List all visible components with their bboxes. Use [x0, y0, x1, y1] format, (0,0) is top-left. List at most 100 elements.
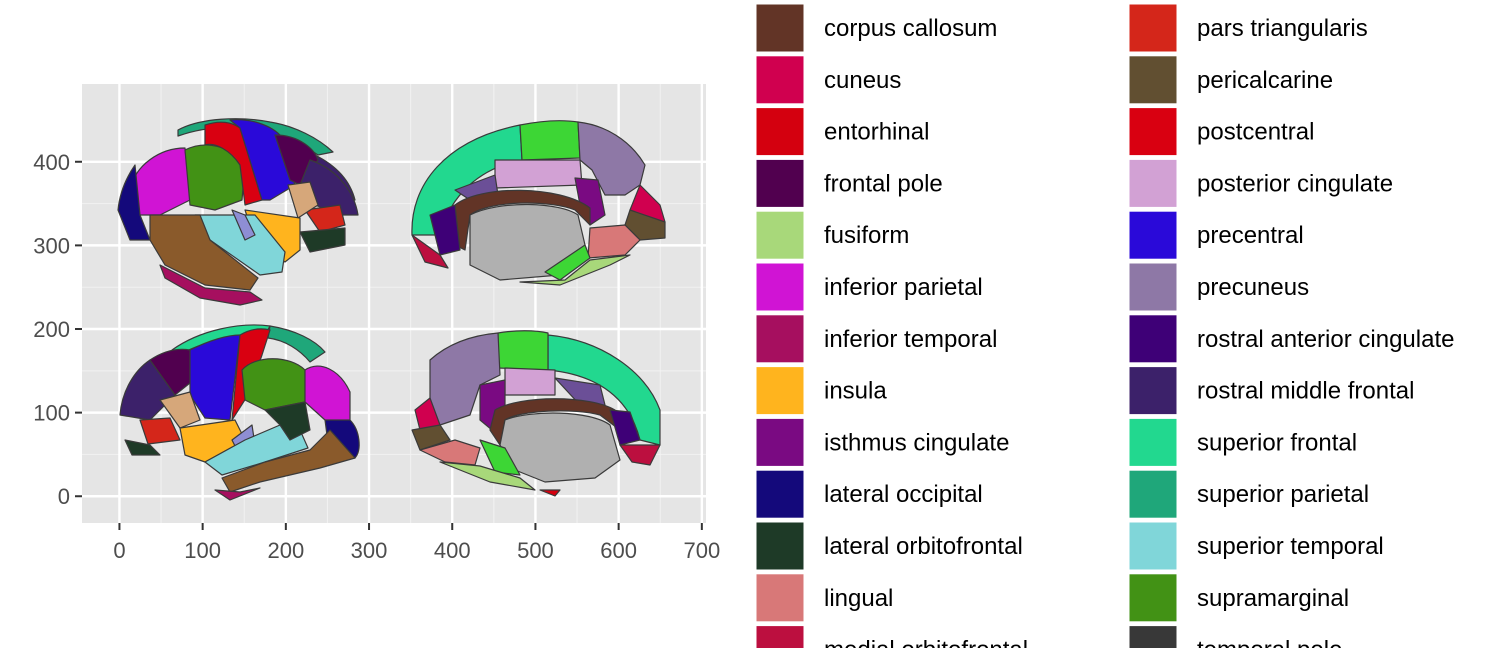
legend-key	[1128, 573, 1178, 623]
legend-key	[755, 55, 805, 105]
legend-key	[1128, 366, 1178, 416]
legend-label: lateral occipital	[824, 481, 983, 508]
region-supramarginal-bottom	[241, 358, 306, 411]
legend-item: superior parietal	[1128, 469, 1369, 519]
region-lateral-orbitofrontal	[299, 227, 346, 253]
region-parahippocampal-bottom	[479, 439, 521, 476]
legend-label: inferior temporal	[824, 326, 997, 353]
region-corpus-callosum-bottom	[489, 398, 621, 446]
region-inferior-temporal-top	[159, 264, 263, 306]
y-tick-label: 300	[33, 233, 70, 258]
x-tick-label: 300	[351, 538, 388, 563]
legend-key	[1128, 55, 1178, 105]
legend-label: superior parietal	[1197, 481, 1369, 508]
axis-ticks: 0 100 200 300 400 500 600 700 0 100 200 300 400	[33, 150, 720, 563]
legend-item: lingual	[755, 573, 893, 623]
legend-item: rostral anterior cingulate	[1128, 314, 1454, 364]
legend-key	[755, 158, 805, 208]
y-tick-label: 0	[58, 484, 70, 509]
legend-label: rostral middle frontal	[1197, 378, 1414, 405]
region-superior-parietal-bottom	[267, 325, 326, 363]
legend-key	[1128, 469, 1178, 519]
legend-label: temporal pole	[1197, 637, 1342, 648]
legend-item: inferior parietal	[755, 262, 983, 312]
legend-key	[1128, 3, 1178, 53]
legend-key	[1128, 417, 1178, 467]
brain-lateral-top	[117, 118, 359, 306]
legend-label: superior temporal	[1197, 533, 1384, 560]
legend-item: pars triangularis	[1128, 3, 1368, 53]
legend-item: insula	[755, 366, 887, 416]
legend-label: lateral orbitofrontal	[824, 533, 1023, 560]
legend-label: pars triangularis	[1197, 15, 1368, 42]
region-posterior-cingulate-bottom	[504, 367, 556, 396]
x-tick-label: 700	[683, 538, 720, 563]
region-fusiform-bottom	[439, 461, 536, 491]
legend-item: supramarginal	[1128, 573, 1349, 623]
brain-lateral-bottom	[119, 324, 360, 501]
region-middle-temporal	[149, 214, 259, 291]
legend-label: insula	[824, 378, 887, 405]
brain-medial-top	[411, 120, 666, 286]
region-paracentral-top	[519, 120, 581, 161]
legend-label: inferior parietal	[824, 274, 983, 301]
y-tick-label: 100	[33, 401, 70, 426]
legend-item: lateral occipital	[755, 469, 983, 519]
legend: corpus callosum cuneus entorhinal frontal p…	[755, 3, 1454, 648]
region-lingual-bottom	[419, 439, 481, 466]
region-posterior-cingulate-top	[494, 159, 583, 189]
legend-item: superior frontal	[1128, 417, 1357, 467]
legend-item: fusiform	[755, 210, 909, 260]
region-unknown-medial-bottom	[499, 412, 621, 483]
legend-key	[755, 625, 805, 648]
legend-label: isthmus cingulate	[824, 429, 1009, 456]
region-rostral-anterior-cingulate-top	[429, 204, 461, 256]
legend-key	[755, 262, 805, 312]
legend-item: posterior cingulate	[1128, 158, 1393, 208]
legend-item: precentral	[1128, 210, 1304, 260]
legend-key	[755, 210, 805, 260]
legend-label: medial orbitofrontal	[824, 637, 1028, 648]
region-pars-opercularis-bottom	[159, 391, 201, 429]
region-pars-triangularis-bottom	[139, 417, 181, 445]
region-corpus-callosum-top	[454, 189, 591, 251]
legend-key	[1128, 314, 1178, 364]
x-tick-label: 0	[113, 538, 125, 563]
legend-label: supramarginal	[1197, 585, 1349, 612]
region-lateral-orbitofrontal-bottom	[124, 439, 161, 456]
brain-medial-bottom	[411, 330, 661, 497]
region-medial-orbitofrontal-top	[411, 234, 449, 269]
x-tick-label: 100	[184, 538, 221, 563]
region-precentral-bottom	[189, 334, 241, 421]
brain-regions	[117, 118, 666, 501]
region-postcentral	[204, 121, 263, 206]
legend-key	[755, 107, 805, 157]
legend-label: corpus callosum	[824, 15, 997, 42]
legend-key	[755, 314, 805, 364]
legend-item: medial orbitofrontal	[755, 625, 1028, 648]
legend-label: cuneus	[824, 67, 901, 94]
region-lateral-occipital	[117, 164, 151, 241]
legend-key	[1128, 521, 1178, 571]
legend-key	[1128, 158, 1178, 208]
legend-key	[755, 3, 805, 53]
legend-label: superior frontal	[1197, 429, 1357, 456]
legend-key	[1128, 262, 1178, 312]
legend-item: postcentral	[1128, 107, 1314, 157]
legend-key	[1128, 210, 1178, 260]
legend-item: rostral middle frontal	[1128, 366, 1414, 416]
legend-key	[755, 469, 805, 519]
legend-label: pericalcarine	[1197, 67, 1333, 94]
legend-item: inferior temporal	[755, 314, 997, 364]
legend-item: superior temporal	[1128, 521, 1384, 571]
region-pars-triangularis	[304, 204, 346, 233]
legend-label: postcentral	[1197, 119, 1314, 146]
region-pericalcarine-bottom	[411, 424, 451, 451]
legend-label: lingual	[824, 585, 893, 612]
legend-label: entorhinal	[824, 119, 929, 146]
legend-item: cuneus	[755, 55, 901, 105]
region-precuneus-bottom	[429, 332, 501, 426]
legend-item: isthmus cingulate	[755, 417, 1009, 467]
legend-key	[1128, 625, 1178, 648]
